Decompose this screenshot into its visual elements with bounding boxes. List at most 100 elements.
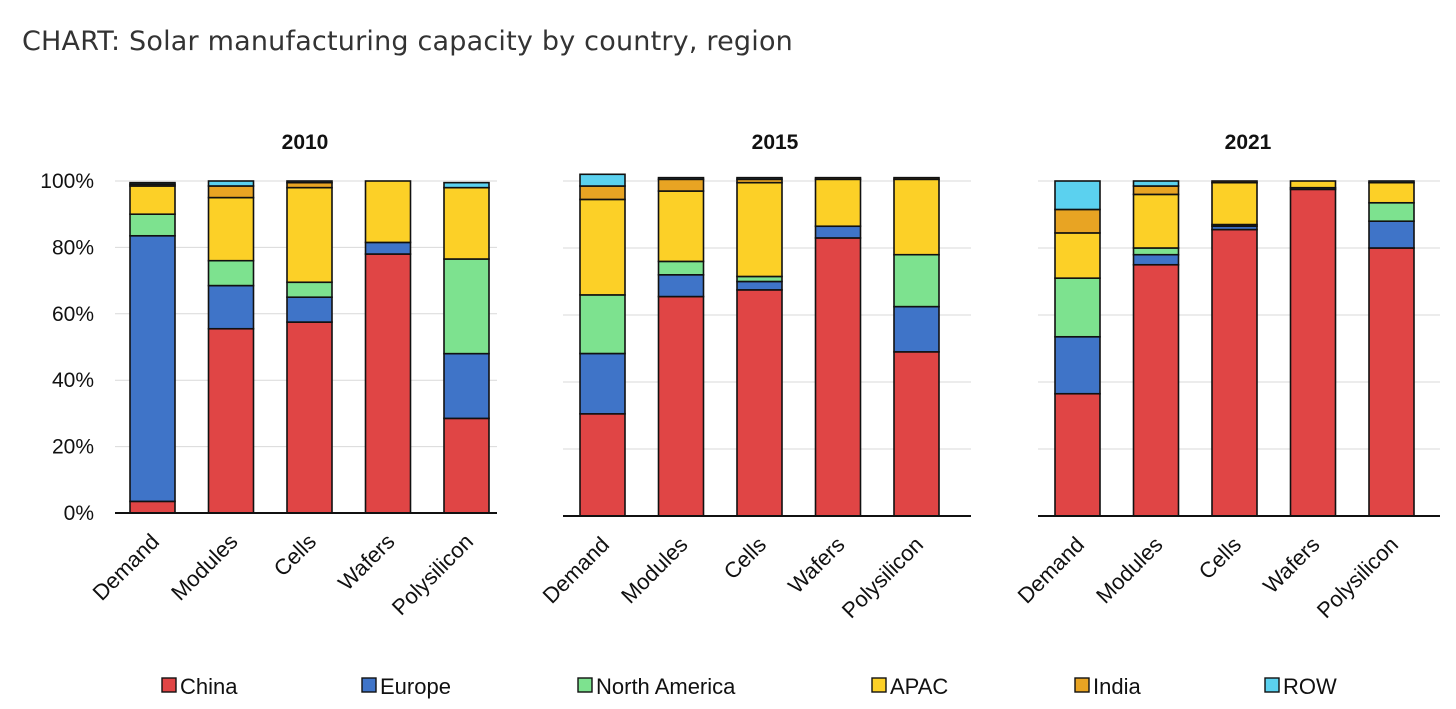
bar-segment bbox=[736, 176, 783, 181]
bar-segment bbox=[1054, 335, 1101, 395]
bar-segment bbox=[814, 178, 862, 228]
y-tick-label: 0% bbox=[64, 502, 94, 525]
category-label: Modules bbox=[1091, 532, 1167, 608]
bar-segment bbox=[1289, 188, 1337, 517]
bar-segment bbox=[129, 500, 176, 514]
category-label: Demand bbox=[1013, 532, 1089, 608]
bar-segment bbox=[1368, 180, 1415, 184]
bar-segment bbox=[286, 281, 333, 299]
bar-segment bbox=[579, 185, 626, 201]
legend-label: APAC bbox=[890, 674, 948, 699]
bar-segment bbox=[1132, 193, 1180, 249]
bar-segment bbox=[364, 241, 412, 255]
bar-segment bbox=[1054, 232, 1101, 279]
bar-segment bbox=[1054, 277, 1101, 338]
bar-segment bbox=[814, 176, 862, 181]
bar-segment bbox=[1211, 228, 1258, 517]
bar-segment bbox=[579, 173, 626, 187]
panel-title: 2015 bbox=[752, 131, 799, 154]
panel-title: 2021 bbox=[1225, 131, 1272, 154]
category-label: Modules bbox=[616, 532, 692, 608]
bar-segment bbox=[207, 284, 255, 330]
bar-segment bbox=[736, 289, 783, 517]
bar-segment bbox=[736, 181, 783, 278]
legend-swatch bbox=[871, 677, 887, 693]
bar-segment bbox=[364, 180, 412, 244]
bar-segment bbox=[364, 253, 412, 514]
bar-segment bbox=[1132, 247, 1180, 256]
category-label: Cells bbox=[1194, 532, 1246, 584]
bar-segment bbox=[1211, 180, 1258, 184]
bar-segment bbox=[1054, 208, 1101, 234]
bar-segment bbox=[207, 259, 255, 287]
legend-label: India bbox=[1093, 674, 1141, 699]
bar-segment bbox=[657, 295, 705, 517]
bar-segment bbox=[814, 237, 862, 517]
bar-segment bbox=[1054, 392, 1101, 517]
bar-segment bbox=[657, 190, 705, 263]
bar-segment bbox=[207, 185, 255, 199]
legend-swatch bbox=[1074, 677, 1090, 693]
bar-segment bbox=[893, 351, 940, 517]
bar-segment bbox=[1132, 263, 1180, 517]
category-label: Wafers bbox=[783, 532, 849, 598]
bar-segment bbox=[129, 185, 176, 215]
bar-segment bbox=[286, 296, 333, 323]
y-tick-label: 40% bbox=[52, 369, 94, 392]
bar-segment bbox=[579, 294, 626, 355]
bar-segment bbox=[207, 180, 255, 187]
bar-segment bbox=[657, 176, 705, 181]
bar-segment bbox=[129, 234, 176, 503]
legend-swatch bbox=[361, 677, 377, 693]
bar-segment bbox=[129, 181, 176, 186]
bar-segment bbox=[579, 413, 626, 517]
bar-segment bbox=[443, 186, 490, 260]
bar-segment bbox=[443, 417, 490, 514]
category-label: Wafers bbox=[333, 529, 399, 595]
y-tick-label: 60% bbox=[52, 303, 94, 326]
bar-segment bbox=[286, 321, 333, 514]
bar-segment bbox=[1132, 180, 1180, 187]
page-title: CHART: Solar manufacturing capacity by c… bbox=[22, 26, 793, 57]
bar-segment bbox=[657, 260, 705, 276]
category-label: Demand bbox=[538, 532, 614, 608]
bar-segment bbox=[129, 213, 176, 237]
legend-label: Europe bbox=[380, 674, 451, 699]
bar-segment bbox=[657, 273, 705, 298]
bar-segment bbox=[1368, 181, 1415, 204]
bar-segment bbox=[1132, 253, 1180, 266]
legend-label: China bbox=[180, 674, 238, 699]
bar-segment bbox=[443, 181, 490, 189]
bar-segment bbox=[1054, 180, 1101, 211]
y-tick-label: 100% bbox=[40, 170, 94, 193]
legend-swatch bbox=[1264, 677, 1280, 693]
category-label: Modules bbox=[166, 529, 242, 605]
bar-segment bbox=[286, 180, 333, 184]
bar-segment bbox=[1132, 185, 1180, 196]
bar-segment bbox=[207, 196, 255, 262]
bar-segment bbox=[736, 280, 783, 291]
bar-segment bbox=[1368, 247, 1415, 517]
bar-segment bbox=[286, 186, 333, 284]
category-label: Cells bbox=[269, 529, 321, 581]
category-label: Polysilicon bbox=[387, 529, 478, 620]
bar-segment bbox=[443, 352, 490, 420]
bar-segment bbox=[207, 327, 255, 514]
category-label: Demand bbox=[88, 529, 164, 605]
panel-title: 2010 bbox=[282, 131, 329, 154]
legend-label: ROW bbox=[1283, 674, 1337, 699]
bar-segment bbox=[893, 176, 940, 181]
category-label: Wafers bbox=[1258, 532, 1324, 598]
bar-segment bbox=[814, 225, 862, 239]
bar-segment bbox=[443, 258, 490, 355]
bar-segment bbox=[893, 305, 940, 353]
bar-segment bbox=[893, 253, 940, 308]
y-tick-label: 80% bbox=[52, 236, 94, 259]
bar-segment bbox=[1289, 180, 1337, 189]
bar-segment bbox=[657, 178, 705, 192]
category-label: Polysilicon bbox=[1312, 532, 1403, 623]
bar-segment bbox=[579, 352, 626, 415]
category-label: Polysilicon bbox=[837, 532, 928, 623]
bar-segment bbox=[1368, 220, 1415, 249]
